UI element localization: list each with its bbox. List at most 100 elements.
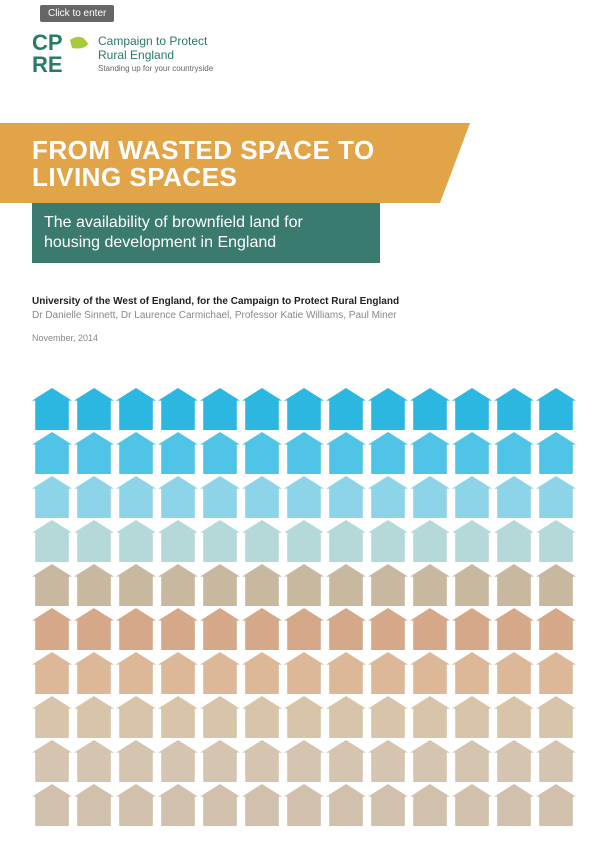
house-icon (536, 608, 576, 650)
house-icon (326, 520, 366, 562)
house-icon (116, 608, 156, 650)
house-icon (326, 652, 366, 694)
house-icon (494, 564, 534, 606)
logo-line-1: Campaign to Protect (98, 34, 213, 48)
house-icon (284, 608, 324, 650)
house-icon (368, 476, 408, 518)
house-icon (74, 520, 114, 562)
house-icon (284, 432, 324, 474)
house-icon (494, 608, 534, 650)
house-icon (410, 388, 450, 430)
house-icon (452, 784, 492, 826)
house-icon (326, 608, 366, 650)
house-icon (242, 608, 282, 650)
house-icon (284, 476, 324, 518)
house-icon (116, 432, 156, 474)
house-icon (32, 740, 72, 782)
house-icon (494, 388, 534, 430)
house-icon (326, 564, 366, 606)
house-icon (158, 652, 198, 694)
cpre-logo-mark: CP RE (32, 30, 90, 76)
credits-date: November, 2014 (32, 333, 399, 343)
house-icon (536, 564, 576, 606)
house-icon (116, 564, 156, 606)
house-icon (200, 652, 240, 694)
house-icon (200, 432, 240, 474)
house-icon (410, 740, 450, 782)
house-icon (326, 784, 366, 826)
house-icon (368, 740, 408, 782)
house-icon (368, 608, 408, 650)
house-icon (494, 520, 534, 562)
house-icon (494, 784, 534, 826)
house-icon (116, 476, 156, 518)
house-icon (242, 740, 282, 782)
house-icon (326, 740, 366, 782)
house-icon (410, 784, 450, 826)
house-icon (494, 476, 534, 518)
house-icon (536, 696, 576, 738)
house-icon (536, 520, 576, 562)
house-icon (242, 388, 282, 430)
credits-organisation: University of the West of England, for t… (32, 296, 399, 307)
house-icon (410, 520, 450, 562)
house-icon (494, 652, 534, 694)
house-icon (158, 388, 198, 430)
house-icon (368, 696, 408, 738)
house-icon (116, 652, 156, 694)
house-icon (242, 564, 282, 606)
house-icon (284, 696, 324, 738)
credits-block: University of the West of England, for t… (32, 296, 399, 343)
house-icon (452, 476, 492, 518)
click-to-enter-button[interactable]: Click to enter (40, 5, 114, 22)
house-icon (116, 784, 156, 826)
house-icon (32, 476, 72, 518)
house-icon (32, 608, 72, 650)
house-icon (410, 608, 450, 650)
house-icon (74, 696, 114, 738)
house-icon (158, 740, 198, 782)
house-icon (74, 476, 114, 518)
title-banner: FROM WASTED SPACE TO LIVING SPACES (0, 123, 440, 203)
house-icon (242, 652, 282, 694)
house-icon (74, 608, 114, 650)
main-title: FROM WASTED SPACE TO LIVING SPACES (32, 137, 440, 192)
house-icon (242, 476, 282, 518)
house-icon (242, 784, 282, 826)
house-icon (284, 388, 324, 430)
house-icon (158, 608, 198, 650)
svg-text:RE: RE (32, 52, 63, 76)
house-icon (410, 476, 450, 518)
house-icon (32, 784, 72, 826)
house-icon-grid (32, 388, 576, 826)
house-icon (326, 388, 366, 430)
house-icon (74, 388, 114, 430)
house-icon (158, 784, 198, 826)
house-icon (74, 432, 114, 474)
house-icon (368, 520, 408, 562)
house-icon (284, 520, 324, 562)
house-icon (200, 784, 240, 826)
house-icon (494, 696, 534, 738)
house-icon (116, 520, 156, 562)
house-icon (242, 520, 282, 562)
house-icon (368, 784, 408, 826)
house-icon (452, 564, 492, 606)
house-icon (200, 564, 240, 606)
house-icon (116, 388, 156, 430)
house-icon (536, 784, 576, 826)
house-icon (326, 476, 366, 518)
house-icon (158, 520, 198, 562)
house-icon (368, 652, 408, 694)
subtitle-text: The availability of brownfield land for … (44, 213, 362, 253)
house-icon (200, 476, 240, 518)
house-icon (158, 564, 198, 606)
house-icon (536, 652, 576, 694)
house-icon (536, 388, 576, 430)
house-icon (32, 564, 72, 606)
house-icon (410, 564, 450, 606)
house-icon (74, 564, 114, 606)
house-icon (32, 432, 72, 474)
house-icon (494, 432, 534, 474)
house-icon (74, 740, 114, 782)
